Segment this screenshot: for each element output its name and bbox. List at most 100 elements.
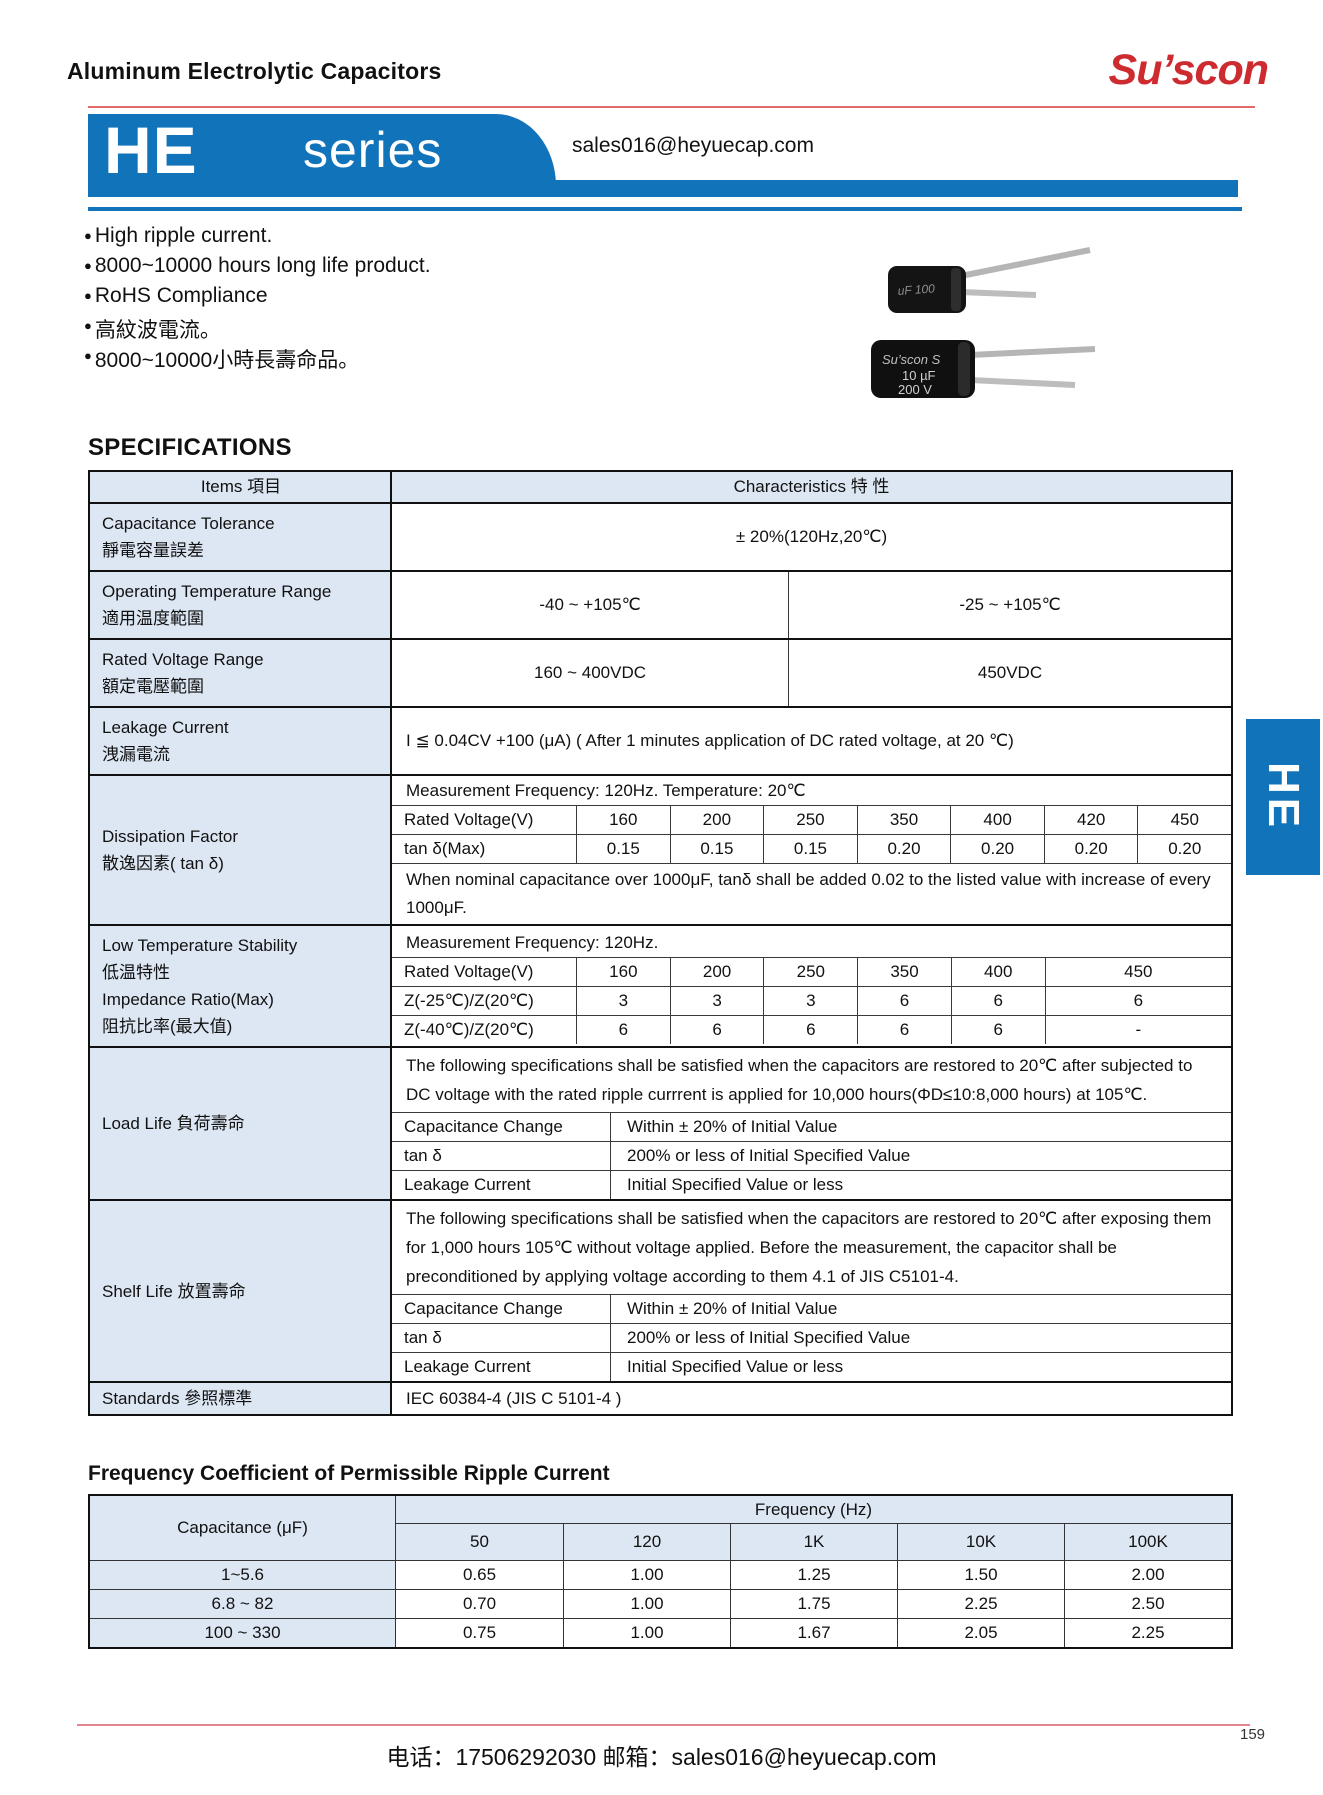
voltage-header-row: Rated Voltage(V) 160 200 250 350 400 420… (392, 805, 1231, 834)
shelf-life-description: The following specifications shall be sa… (406, 1209, 1212, 1286)
capacitor-label-voltage: 200 V (898, 382, 932, 397)
coefficient-cell: 2.50 (1064, 1589, 1231, 1618)
bullet-icon: ● (84, 348, 92, 363)
label-zh: 額定電壓範圍 (102, 677, 204, 696)
impedance-cell: 3 (763, 987, 857, 1015)
criteria-item: tan δ (392, 1142, 611, 1170)
shelf-life-content: The following specifications shall be sa… (392, 1201, 1231, 1381)
criteria-item: Leakage Current (392, 1353, 611, 1381)
list-item: ● 8000~10000小時長壽命品。 (84, 344, 431, 374)
criteria-row: tan δ 200% or less of Initial Specified … (392, 1141, 1231, 1170)
capacitor-lead (969, 377, 1076, 388)
coefficient-cell: 2.25 (1064, 1618, 1231, 1647)
tan-value-cell: 0.20 (950, 835, 1044, 863)
row-label: Dissipation Factor 散逸因素( tan δ) (90, 776, 392, 924)
feature-text: High ripple current. (94, 224, 273, 247)
cell-value: ± 20%(120Hz,20℃) (735, 527, 888, 546)
sub-row-label: Z(-25℃)/Z(20℃) (404, 991, 534, 1010)
capacitance-range: 1~5.6 (90, 1560, 396, 1589)
specifications-heading: SPECIFICATIONS (88, 434, 292, 461)
voltage-cell: 350 (856, 806, 951, 834)
coefficient-cell: 1.25 (730, 1560, 897, 1589)
list-item: ● 高紋波電流。 (84, 314, 431, 344)
feature-list: ● High ripple current. ● 8000~10000 hours … (84, 224, 431, 374)
capacitor-body-small (888, 266, 966, 313)
voltage-cell: 200 (669, 958, 764, 986)
row-capacitance-tolerance: Capacitance Tolerance 靜電容量誤差 ± 20%(120Hz… (90, 502, 1231, 570)
criteria-item: Capacitance Change (392, 1113, 611, 1141)
label: Standards 參照標準 (102, 1389, 253, 1408)
voltage-cell: 250 (763, 806, 857, 834)
specifications-table: Items 項目 Characteristics 特 性 Capacitance… (88, 470, 1233, 1416)
row-label: Low Temperature Stability 低温特性 Impedance… (90, 926, 392, 1046)
sub-row-label: Z(-40℃)/Z(20℃) (404, 1020, 534, 1039)
criteria-value: Initial Specified Value or less (627, 1175, 844, 1194)
row-low-temperature-stability: Low Temperature Stability 低温特性 Impedance… (90, 924, 1231, 1046)
freq-col-header: 10K (897, 1524, 1064, 1560)
cell-value-left: 160 ~ 400VDC (392, 640, 789, 706)
cell-value-pair: 160 ~ 400VDC 450VDC (392, 640, 1231, 706)
series-side-tab-label: HE (1259, 762, 1308, 832)
impedance-cell: - (1044, 1016, 1231, 1044)
dissipation-content: Measurement Frequency: 120Hz. Temperatur… (392, 776, 1231, 924)
sub-row-label: Rated Voltage(V) (404, 962, 534, 981)
capacitor-lead (969, 346, 1096, 358)
bullet-icon: ● (84, 318, 92, 333)
page-title: Aluminum Electrolytic Capacitors (67, 58, 442, 84)
label-en: Capacitance Tolerance (102, 514, 275, 533)
coefficient-cell: 0.70 (396, 1589, 563, 1618)
label-en: Low Temperature Stability (102, 936, 298, 955)
criteria-value: Within ± 20% of Initial Value (627, 1117, 838, 1136)
coefficient-cell: 1.75 (730, 1589, 897, 1618)
frequency-coefficient-heading: Frequency Coefficient of Permissible Rip… (88, 1462, 610, 1485)
frequency-coefficient-table: Capacitance (μF) Frequency (Hz) 50 120 1… (88, 1494, 1233, 1649)
impedance-cell: 6 (576, 1016, 670, 1044)
sub-row-label: Rated Voltage(V) (404, 810, 534, 829)
load-life-description: The following specifications shall be sa… (406, 1056, 1193, 1104)
cell-value: IEC 60384-4 (JIS C 5101-4 ) (406, 1388, 622, 1408)
measurement-condition: Measurement Frequency: 120Hz. (406, 932, 659, 952)
tan-value-cell: 0.20 (856, 835, 951, 863)
banner-divider-line (88, 207, 1242, 211)
cell-value: I ≦ 0.04CV +100 (μA) ( After 1 minutes a… (406, 731, 1014, 750)
capacitor-label-brand: Su’scon S (882, 352, 941, 367)
impedance-cell: 3 (669, 987, 764, 1015)
contact-email: sales016@heyuecap.com (572, 134, 814, 157)
criteria-row: Capacitance Change Within ± 20% of Initi… (392, 1112, 1231, 1141)
criteria-row: Leakage Current Initial Specified Value … (392, 1352, 1231, 1381)
capacitance-range: 100 ~ 330 (90, 1618, 396, 1647)
load-life-content: The following specifications shall be sa… (392, 1048, 1231, 1199)
col-header-characteristics: Characteristics 特 性 (392, 472, 1231, 502)
feature-text: 8000~10000 hours long life product. (94, 254, 431, 277)
row-shelf-life: Shelf Life 放置壽命 The following specificat… (90, 1199, 1231, 1381)
label-zh: 散逸因素( tan δ) (102, 854, 224, 873)
row-label: Shelf Life 放置壽命 (90, 1201, 392, 1381)
voltage-cell: 420 (1043, 806, 1138, 834)
capacitor-lead (960, 289, 1037, 298)
criteria-value: Within ± 20% of Initial Value (627, 1299, 838, 1318)
impedance-cell: 6 (950, 1016, 1045, 1044)
capacitor-label-value: 10 µF (902, 368, 936, 383)
impedance-cell: 6 (1044, 987, 1231, 1015)
row-rated-voltage: Rated Voltage Range 額定電壓範圍 160 ~ 400VDC … (90, 638, 1231, 706)
cell-value-pair: -40 ~ +105℃ -25 ~ +105℃ (392, 572, 1231, 638)
bullet-icon: ● (84, 288, 92, 303)
coefficient-cell: 1.00 (563, 1589, 730, 1618)
voltage-header-row: Rated Voltage(V) 160 200 250 350 400 450 (392, 957, 1231, 986)
list-item: ● High ripple current. (84, 224, 431, 254)
label-en: Operating Temperature Range (102, 582, 332, 601)
impedance-cell: 6 (857, 987, 951, 1015)
voltage-cell: 400 (950, 958, 1045, 986)
coefficient-cell: 1.00 (563, 1618, 730, 1647)
impedance-cell: 6 (950, 987, 1045, 1015)
bullet-icon: ● (84, 228, 92, 243)
voltage-cell: 450 (1044, 958, 1231, 986)
impedance-cell: 6 (669, 1016, 764, 1044)
series-side-tab: HE (1246, 719, 1320, 875)
coefficient-cell: 0.75 (396, 1618, 563, 1647)
label-en: Dissipation Factor (102, 827, 239, 846)
capacitor-edge (951, 268, 961, 311)
voltage-cell: 350 (857, 958, 951, 986)
header-divider-line (88, 106, 1255, 108)
impedance-cell: 6 (763, 1016, 857, 1044)
